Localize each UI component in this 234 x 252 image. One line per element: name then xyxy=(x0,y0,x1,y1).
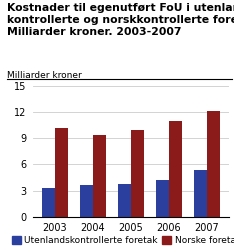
Bar xyxy=(93,135,106,217)
Bar xyxy=(118,184,131,217)
Text: Milliarder kroner: Milliarder kroner xyxy=(7,71,82,80)
Bar xyxy=(207,111,220,217)
Bar xyxy=(80,185,93,217)
Bar xyxy=(131,130,144,217)
Bar xyxy=(156,180,169,217)
Bar xyxy=(55,129,68,217)
Bar xyxy=(42,188,55,217)
Bar xyxy=(194,170,207,217)
Text: Kostnader til egenutført FoU i utenlands-
kontrollerte og norskkontrollerte fore: Kostnader til egenutført FoU i utenlands… xyxy=(7,3,234,37)
Legend: Utenlandskontrollerte foretak, Norske foretak: Utenlandskontrollerte foretak, Norske fo… xyxy=(11,236,234,245)
Bar xyxy=(169,121,182,217)
